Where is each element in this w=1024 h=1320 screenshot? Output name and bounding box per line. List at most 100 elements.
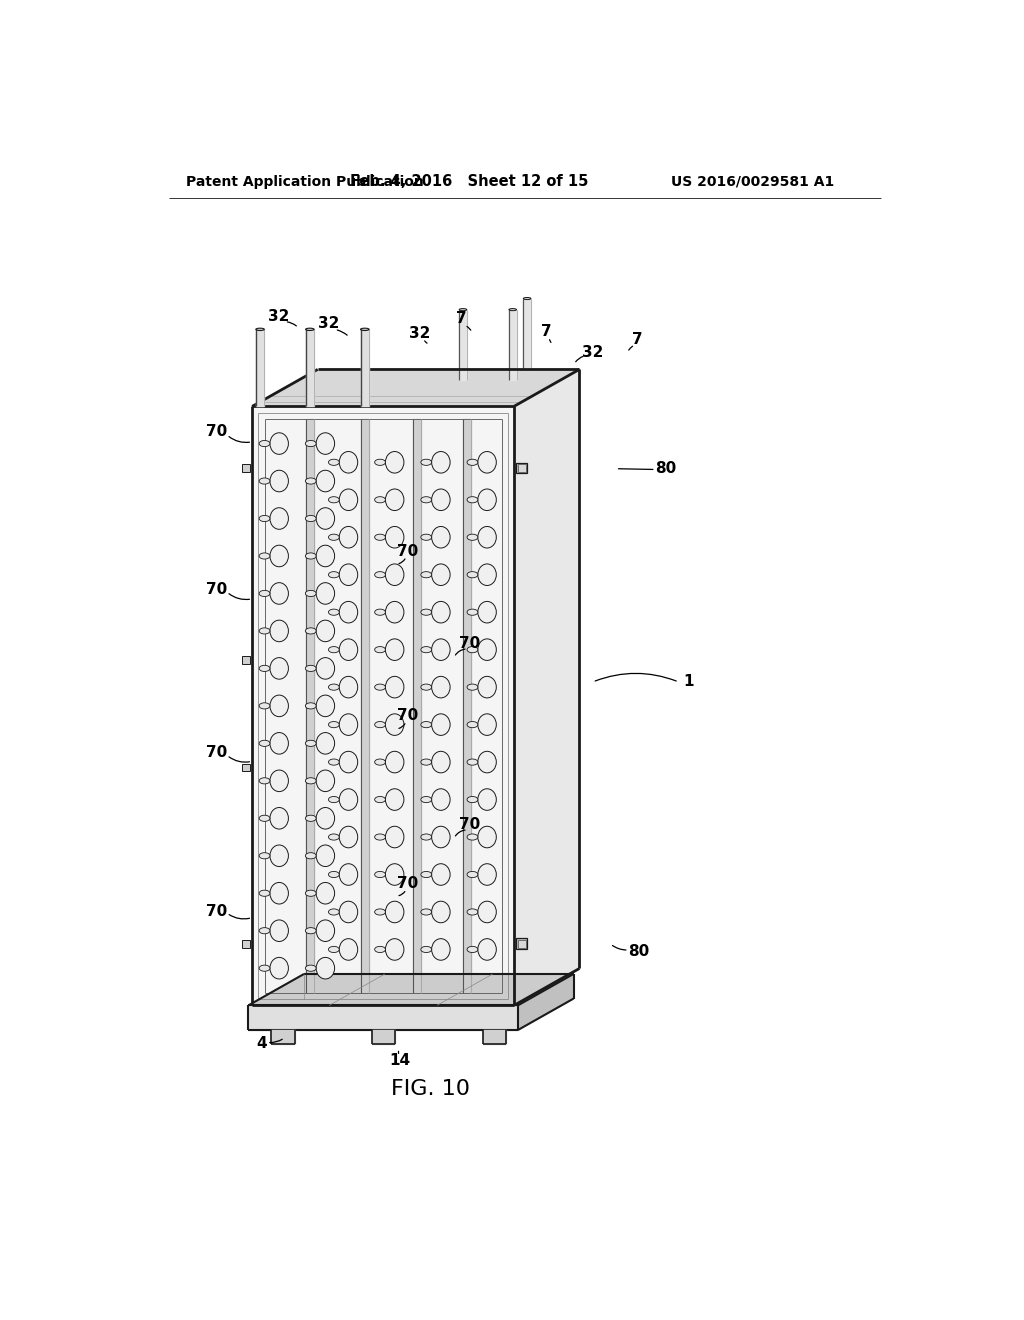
Ellipse shape xyxy=(316,770,335,792)
Ellipse shape xyxy=(421,609,432,615)
Bar xyxy=(518,940,525,948)
Ellipse shape xyxy=(259,816,270,821)
Ellipse shape xyxy=(316,696,335,717)
Text: FIG. 10: FIG. 10 xyxy=(391,1078,470,1098)
Ellipse shape xyxy=(329,722,339,727)
Ellipse shape xyxy=(385,751,403,774)
Ellipse shape xyxy=(478,939,497,960)
Text: 80: 80 xyxy=(628,944,649,960)
Ellipse shape xyxy=(432,676,451,698)
Ellipse shape xyxy=(421,759,432,766)
Ellipse shape xyxy=(478,451,497,473)
Ellipse shape xyxy=(316,470,335,492)
Ellipse shape xyxy=(432,564,451,586)
Ellipse shape xyxy=(270,433,289,454)
Polygon shape xyxy=(514,370,580,1006)
Ellipse shape xyxy=(259,741,270,746)
Ellipse shape xyxy=(421,684,432,690)
Ellipse shape xyxy=(270,620,289,642)
Ellipse shape xyxy=(375,946,385,953)
Ellipse shape xyxy=(316,733,335,754)
Ellipse shape xyxy=(270,808,289,829)
Ellipse shape xyxy=(478,564,497,586)
Ellipse shape xyxy=(316,657,335,680)
Ellipse shape xyxy=(305,777,316,784)
Ellipse shape xyxy=(432,602,451,623)
Ellipse shape xyxy=(375,722,385,727)
Ellipse shape xyxy=(432,488,451,511)
Ellipse shape xyxy=(329,684,339,690)
Ellipse shape xyxy=(316,545,335,566)
Text: 7: 7 xyxy=(457,312,467,326)
Ellipse shape xyxy=(375,572,385,578)
Ellipse shape xyxy=(375,834,385,840)
Ellipse shape xyxy=(421,535,432,540)
Ellipse shape xyxy=(329,871,339,878)
Text: 7: 7 xyxy=(632,331,642,347)
Ellipse shape xyxy=(270,883,289,904)
Ellipse shape xyxy=(478,751,497,774)
Ellipse shape xyxy=(305,441,316,446)
Ellipse shape xyxy=(329,946,339,953)
Text: Patent Application Publication: Patent Application Publication xyxy=(186,174,424,189)
Ellipse shape xyxy=(259,853,270,859)
Ellipse shape xyxy=(421,871,432,878)
Ellipse shape xyxy=(467,572,478,578)
Ellipse shape xyxy=(339,714,357,735)
Ellipse shape xyxy=(305,965,316,972)
Ellipse shape xyxy=(339,451,357,473)
Ellipse shape xyxy=(270,696,289,717)
Ellipse shape xyxy=(375,684,385,690)
Bar xyxy=(243,763,250,771)
Ellipse shape xyxy=(259,515,270,521)
Text: 70: 70 xyxy=(206,746,227,760)
Ellipse shape xyxy=(316,883,335,904)
Ellipse shape xyxy=(339,639,357,660)
Bar xyxy=(243,465,250,471)
Polygon shape xyxy=(360,418,369,993)
Ellipse shape xyxy=(478,488,497,511)
Text: 32: 32 xyxy=(582,345,603,360)
Ellipse shape xyxy=(329,759,339,766)
Text: 70: 70 xyxy=(397,709,419,723)
Ellipse shape xyxy=(467,684,478,690)
Ellipse shape xyxy=(385,488,403,511)
Ellipse shape xyxy=(385,527,403,548)
Ellipse shape xyxy=(259,965,270,972)
Ellipse shape xyxy=(432,527,451,548)
Ellipse shape xyxy=(339,564,357,586)
Polygon shape xyxy=(372,1030,394,1044)
Polygon shape xyxy=(306,418,313,993)
Ellipse shape xyxy=(259,928,270,933)
Ellipse shape xyxy=(467,459,478,466)
Ellipse shape xyxy=(421,722,432,727)
Ellipse shape xyxy=(305,816,316,821)
Ellipse shape xyxy=(467,946,478,953)
Ellipse shape xyxy=(375,647,385,653)
Ellipse shape xyxy=(432,902,451,923)
Ellipse shape xyxy=(329,459,339,466)
Ellipse shape xyxy=(270,733,289,754)
Ellipse shape xyxy=(329,647,339,653)
Ellipse shape xyxy=(316,582,335,605)
Ellipse shape xyxy=(432,451,451,473)
Ellipse shape xyxy=(421,796,432,803)
Ellipse shape xyxy=(329,909,339,915)
Ellipse shape xyxy=(305,553,316,560)
Ellipse shape xyxy=(316,620,335,642)
Ellipse shape xyxy=(305,853,316,859)
Ellipse shape xyxy=(305,329,314,330)
Ellipse shape xyxy=(421,459,432,466)
Ellipse shape xyxy=(467,535,478,540)
Ellipse shape xyxy=(385,789,403,810)
Ellipse shape xyxy=(467,647,478,653)
Ellipse shape xyxy=(509,309,516,310)
Ellipse shape xyxy=(329,535,339,540)
Ellipse shape xyxy=(478,902,497,923)
Ellipse shape xyxy=(385,602,403,623)
Ellipse shape xyxy=(270,957,289,979)
Ellipse shape xyxy=(375,796,385,803)
Ellipse shape xyxy=(375,535,385,540)
Ellipse shape xyxy=(259,890,270,896)
Ellipse shape xyxy=(339,826,357,847)
